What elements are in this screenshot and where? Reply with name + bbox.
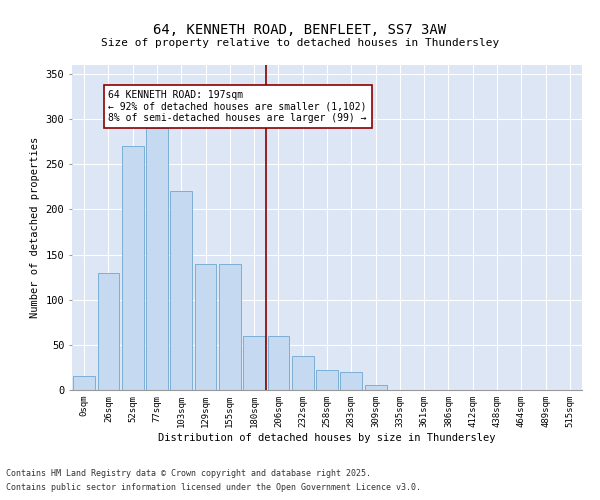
Bar bbox=[97, 272, 119, 390]
Text: Contains public sector information licensed under the Open Government Licence v3: Contains public sector information licen… bbox=[6, 484, 421, 492]
Bar bbox=[170, 192, 192, 390]
Text: Contains HM Land Registry data © Crown copyright and database right 2025.: Contains HM Land Registry data © Crown c… bbox=[6, 468, 371, 477]
Bar bbox=[146, 128, 168, 390]
Bar bbox=[122, 146, 143, 390]
Bar bbox=[219, 264, 241, 390]
Bar bbox=[292, 356, 314, 390]
Bar bbox=[316, 370, 338, 390]
Bar bbox=[243, 336, 265, 390]
X-axis label: Distribution of detached houses by size in Thundersley: Distribution of detached houses by size … bbox=[158, 432, 496, 442]
Bar bbox=[268, 336, 289, 390]
Bar bbox=[194, 264, 217, 390]
Y-axis label: Number of detached properties: Number of detached properties bbox=[30, 137, 40, 318]
Text: Size of property relative to detached houses in Thundersley: Size of property relative to detached ho… bbox=[101, 38, 499, 48]
Bar bbox=[340, 372, 362, 390]
Text: 64, KENNETH ROAD, BENFLEET, SS7 3AW: 64, KENNETH ROAD, BENFLEET, SS7 3AW bbox=[154, 22, 446, 36]
Bar bbox=[365, 386, 386, 390]
Bar bbox=[73, 376, 95, 390]
Text: 64 KENNETH ROAD: 197sqm
← 92% of detached houses are smaller (1,102)
8% of semi-: 64 KENNETH ROAD: 197sqm ← 92% of detache… bbox=[109, 90, 367, 124]
